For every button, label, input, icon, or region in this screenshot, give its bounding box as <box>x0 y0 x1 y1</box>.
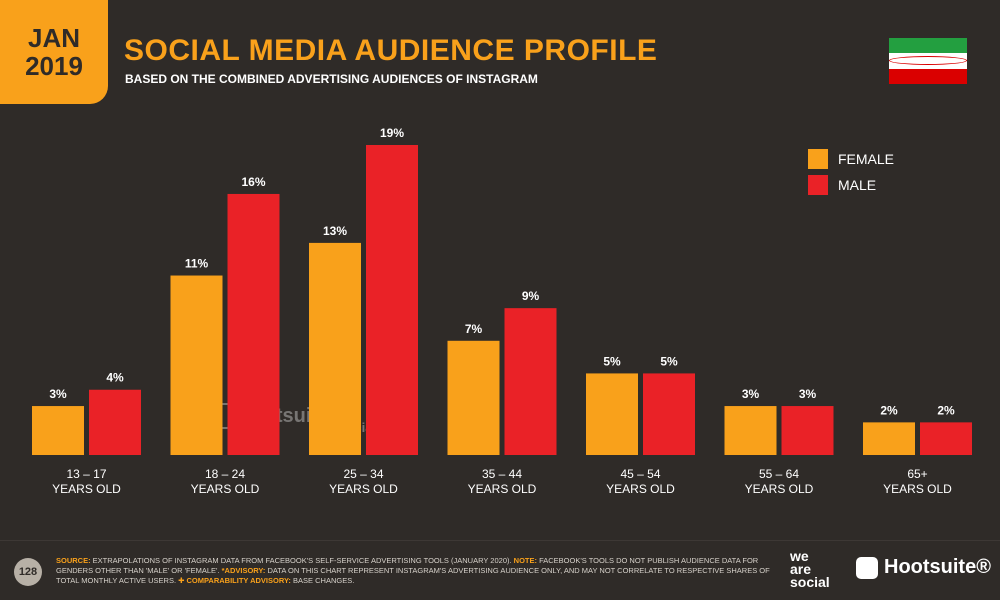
legend-swatch-male <box>808 175 828 195</box>
bar-male-3 <box>504 308 557 455</box>
legend-label-male: MALE <box>838 177 877 193</box>
bar-female-1 <box>170 275 223 455</box>
category-label-4-1: YEARS OLD <box>606 482 675 496</box>
footer-divider <box>0 540 1000 541</box>
category-label-0-0: 13 – 17 <box>66 467 106 481</box>
legend-item-female: FEMALE <box>808 146 894 172</box>
category-label-4-0: 45 – 54 <box>620 467 660 481</box>
bar-female-0 <box>32 406 84 455</box>
data-label-female-3: 7% <box>465 322 483 336</box>
category-label-2-1: YEARS OLD <box>329 482 398 496</box>
data-label-male-6: 2% <box>937 403 955 417</box>
category-label-3-1: YEARS OLD <box>468 482 537 496</box>
data-label-female-2: 13% <box>323 224 347 238</box>
data-label-male-3: 9% <box>522 289 540 303</box>
data-label-female-5: 3% <box>742 387 760 401</box>
bar-female-6 <box>863 422 915 455</box>
data-label-male-2: 19% <box>380 126 404 140</box>
badge-year: 2019 <box>25 51 83 81</box>
category-label-3-0: 35 – 44 <box>482 467 522 481</box>
hootsuite-logo: Hootsuite® <box>856 556 991 579</box>
bar-female-3 <box>447 340 500 455</box>
bar-male-4 <box>643 373 695 455</box>
data-label-female-4: 5% <box>603 354 621 368</box>
category-label-1-0: 18 – 24 <box>205 467 245 481</box>
category-label-1-1: YEARS OLD <box>191 482 260 496</box>
category-label-0-1: YEARS OLD <box>52 482 121 496</box>
page-subtitle: BASED ON THE COMBINED ADVERTISING AUDIEN… <box>125 72 538 86</box>
hootsuite-owl-icon <box>856 556 878 579</box>
category-label-2-0: 25 – 34 <box>343 467 383 481</box>
data-label-female-1: 11% <box>185 257 209 271</box>
bar-female-4 <box>586 373 638 455</box>
bar-male-6 <box>920 422 972 455</box>
data-label-male-0: 4% <box>106 371 124 385</box>
source-note: SOURCE: EXTRAPOLATIONS OF INSTAGRAM DATA… <box>56 556 770 585</box>
we-are-social-logo: we are social <box>790 548 830 590</box>
bar-male-5 <box>781 406 834 455</box>
category-label-5-1: YEARS OLD <box>745 482 814 496</box>
bar-male-0 <box>89 389 141 455</box>
data-label-female-0: 3% <box>49 387 67 401</box>
chart-legend: FEMALE MALE <box>808 146 894 198</box>
page-title: SOCIAL MEDIA AUDIENCE PROFILE <box>124 34 658 67</box>
bar-female-5 <box>724 406 777 455</box>
data-label-male-4: 5% <box>660 354 678 368</box>
badge-month: JAN <box>27 23 80 53</box>
iran-flag-icon <box>889 38 967 84</box>
data-label-male-1: 16% <box>241 175 265 189</box>
legend-label-female: FEMALE <box>838 151 895 167</box>
data-label-female-6: 2% <box>880 403 898 417</box>
legend-item-male: MALE <box>808 172 894 198</box>
page-number: 128 <box>14 558 42 586</box>
data-label-male-5: 3% <box>799 387 817 401</box>
bar-female-2 <box>309 242 361 455</box>
category-label-6-0: 65+ <box>907 467 927 481</box>
bar-male-1 <box>227 193 280 455</box>
legend-swatch-female <box>808 149 828 169</box>
bar-male-2 <box>366 145 418 455</box>
date-badge: JAN 2019 <box>0 0 108 104</box>
category-label-6-1: YEARS OLD <box>883 482 952 496</box>
category-label-5-0: 55 – 64 <box>759 467 799 481</box>
